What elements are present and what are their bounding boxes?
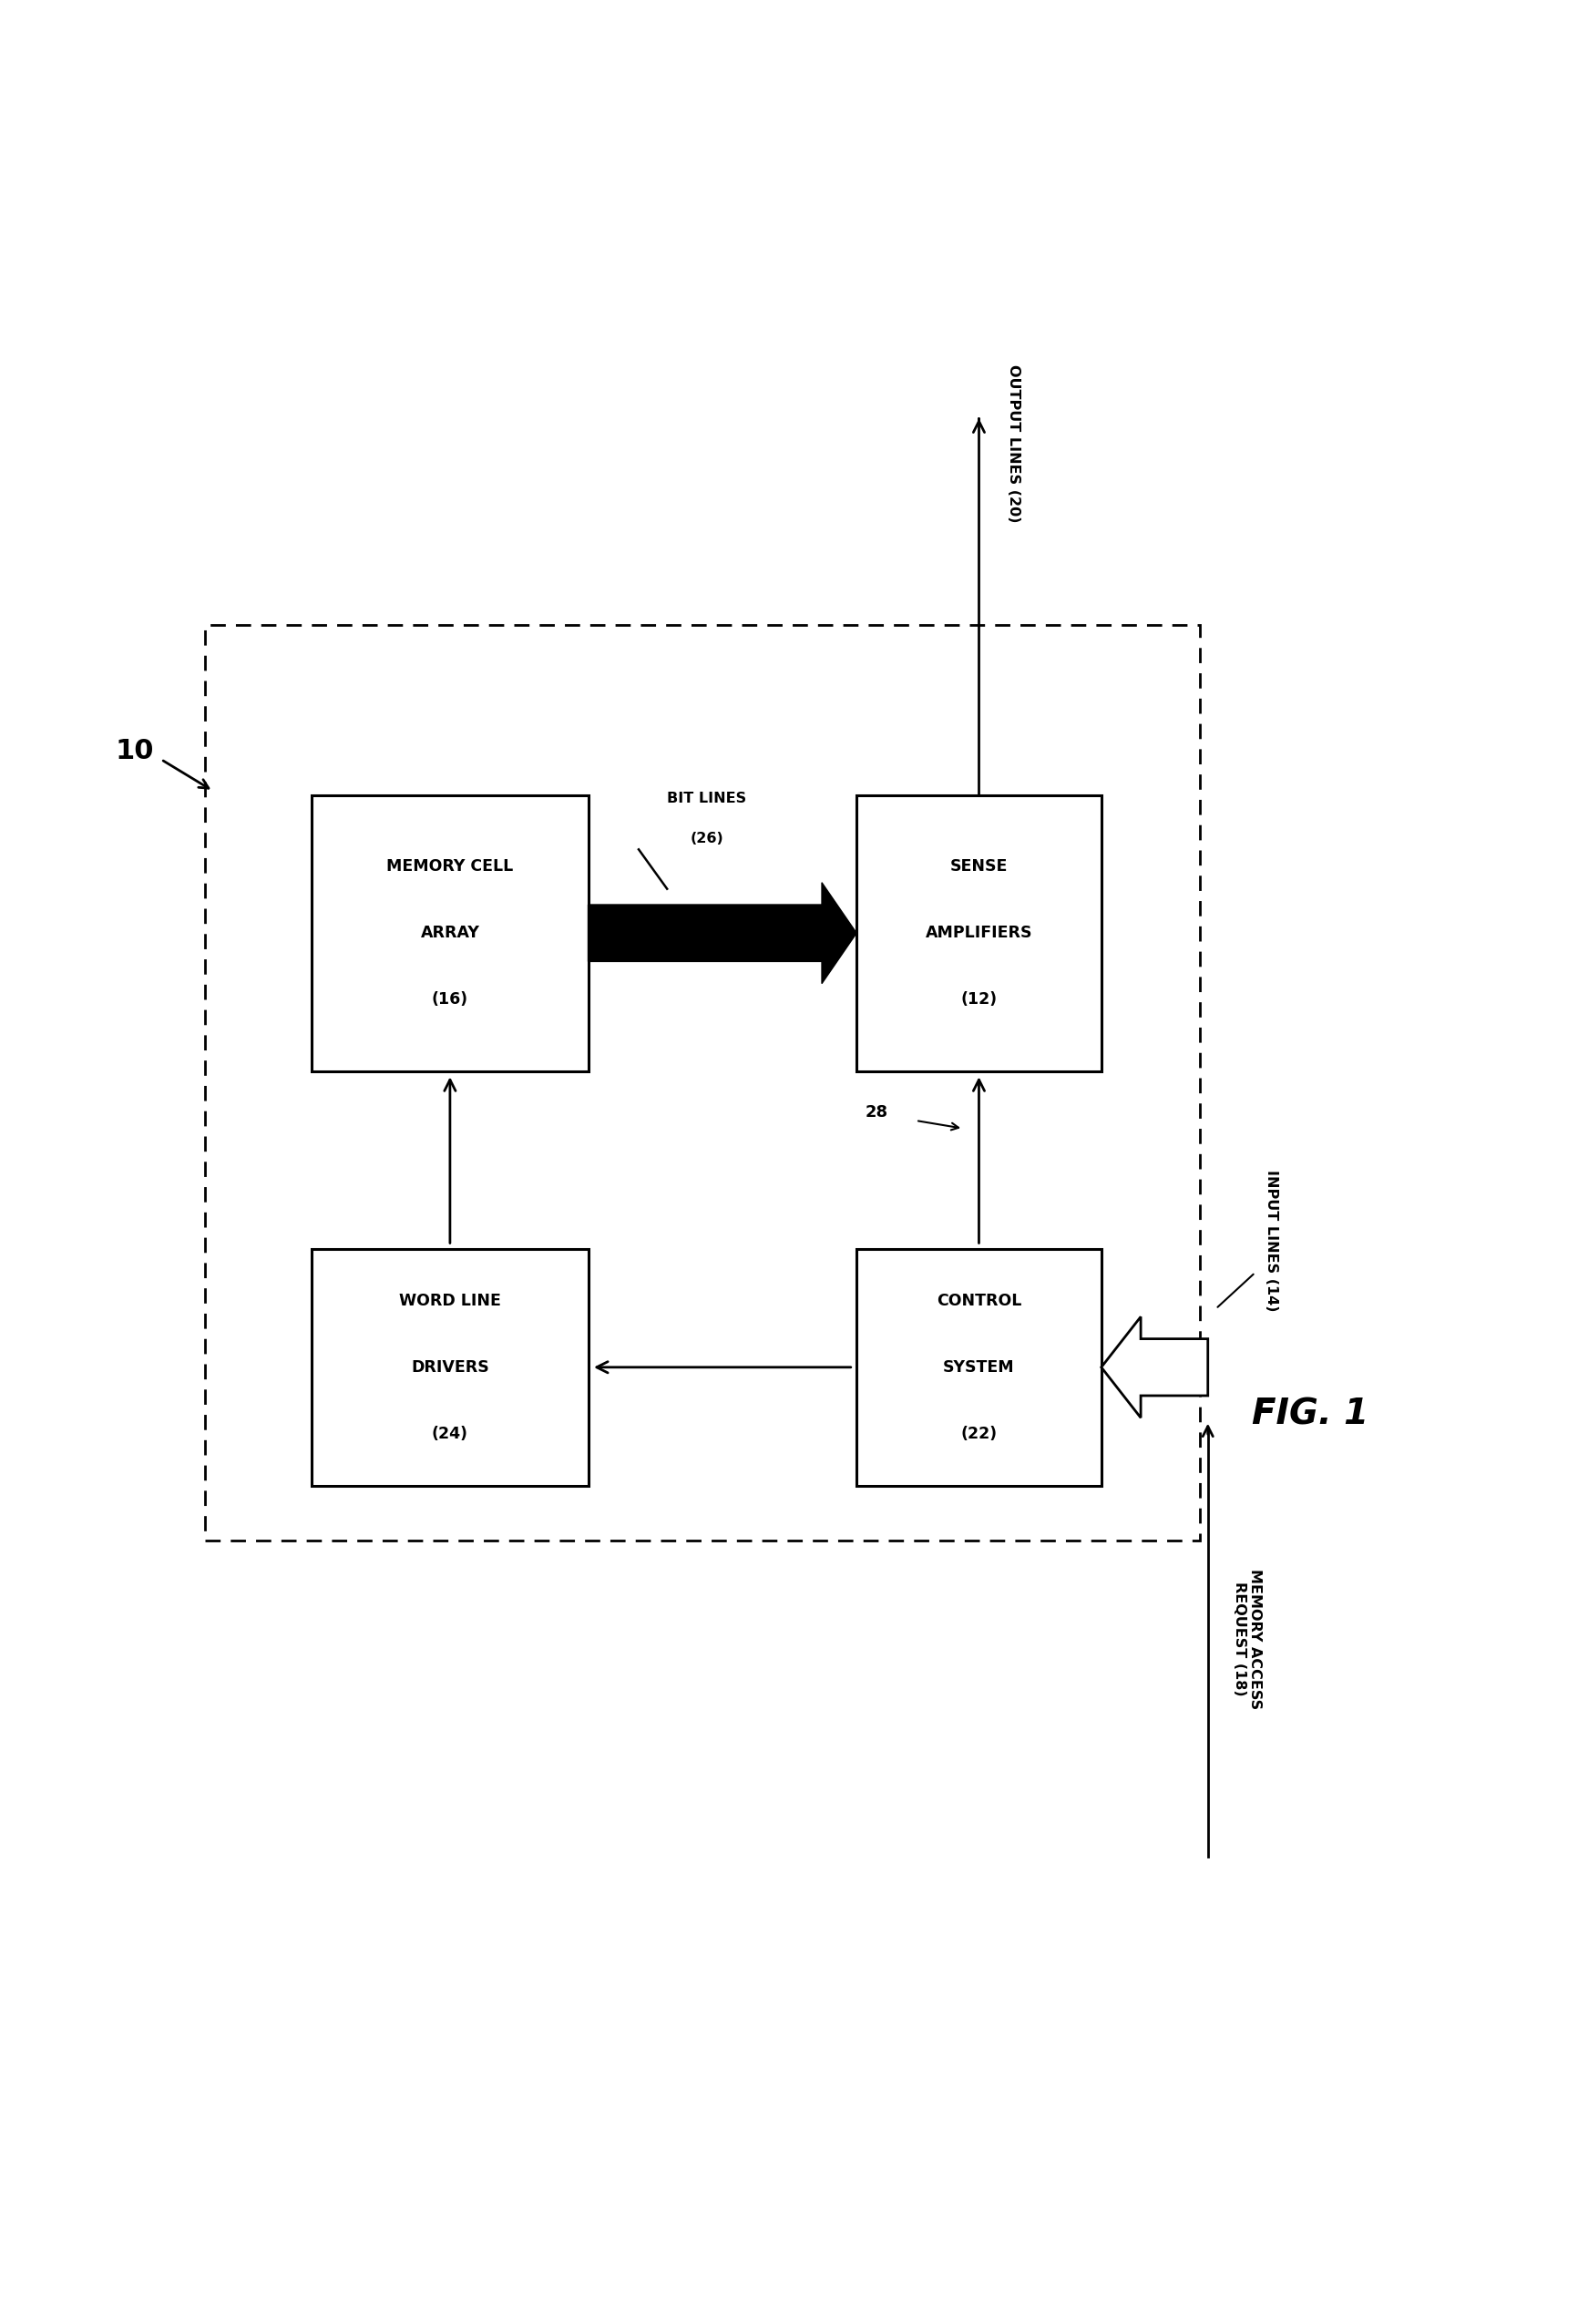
FancyBboxPatch shape xyxy=(311,1248,587,1485)
Text: INPUT LINES (14): INPUT LINES (14) xyxy=(1264,1169,1277,1311)
Text: MEMORY CELL: MEMORY CELL xyxy=(387,858,513,874)
FancyBboxPatch shape xyxy=(311,795,587,1071)
Text: (12): (12) xyxy=(959,990,997,1009)
Text: AMPLIFIERS: AMPLIFIERS xyxy=(925,925,1032,941)
Text: FIG. 1: FIG. 1 xyxy=(1251,1397,1368,1432)
Text: MEMORY ACCESS
REQUEST (18): MEMORY ACCESS REQUEST (18) xyxy=(1232,1569,1261,1708)
Polygon shape xyxy=(1101,1318,1207,1418)
Text: CONTROL: CONTROL xyxy=(936,1292,1021,1308)
Text: (26): (26) xyxy=(690,832,723,846)
Text: (24): (24) xyxy=(431,1425,469,1441)
FancyBboxPatch shape xyxy=(855,1248,1101,1485)
Text: OUTPUT LINES (20): OUTPUT LINES (20) xyxy=(1007,365,1019,523)
Text: DRIVERS: DRIVERS xyxy=(410,1360,489,1376)
Text: SENSE: SENSE xyxy=(950,858,1007,874)
FancyBboxPatch shape xyxy=(855,795,1101,1071)
Text: ARRAY: ARRAY xyxy=(420,925,480,941)
Polygon shape xyxy=(587,883,855,983)
Text: 28: 28 xyxy=(865,1104,887,1120)
Text: SYSTEM: SYSTEM xyxy=(942,1360,1015,1376)
Text: BIT LINES: BIT LINES xyxy=(666,792,746,806)
Text: WORD LINE: WORD LINE xyxy=(399,1292,500,1308)
Text: 10: 10 xyxy=(115,739,153,765)
Text: (16): (16) xyxy=(431,990,469,1009)
Text: (22): (22) xyxy=(959,1425,997,1441)
